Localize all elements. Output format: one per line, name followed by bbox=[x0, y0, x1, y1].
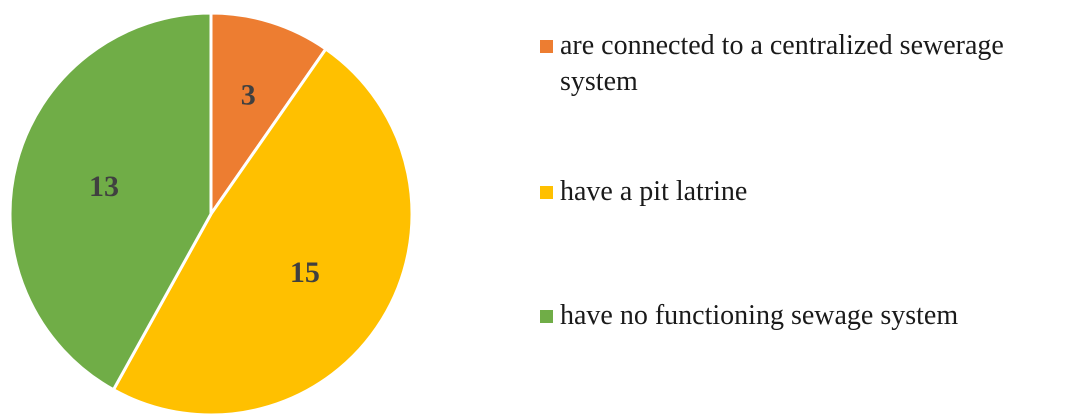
legend-item-no-sewage-system: have no functioning sewage system bbox=[540, 298, 1060, 334]
legend-swatch-no-sewage-system bbox=[540, 310, 553, 323]
pie-slice-no-sewage-system bbox=[8, 11, 213, 392]
pie-slice-pit-latrine bbox=[111, 47, 414, 415]
data-label-no-sewage-system: 13 bbox=[89, 170, 119, 203]
legend-swatch-pit-latrine bbox=[540, 186, 553, 199]
legend-label-centralized-sewerage: are connected to a centralized sewerage … bbox=[560, 30, 1004, 97]
legend-item-pit-latrine: have a pit latrine bbox=[540, 174, 1060, 210]
legend-label-no-sewage-system: have no functioning sewage system bbox=[560, 300, 959, 331]
legend-item-centralized-sewerage: are connected to a centralized sewerage … bbox=[540, 28, 1060, 100]
legend-swatch-centralized-sewerage bbox=[540, 40, 553, 53]
legend-label-pit-latrine: have a pit latrine bbox=[560, 176, 748, 207]
pie-plot-area: 3 15 13 bbox=[8, 11, 414, 415]
pie-data-labels: 3 15 13 bbox=[89, 79, 320, 289]
pie-slice-centralized-sewerage bbox=[209, 11, 328, 216]
pie-slices bbox=[8, 11, 414, 415]
data-label-centralized-sewerage: 3 bbox=[241, 79, 256, 112]
data-label-pit-latrine: 15 bbox=[290, 256, 320, 289]
